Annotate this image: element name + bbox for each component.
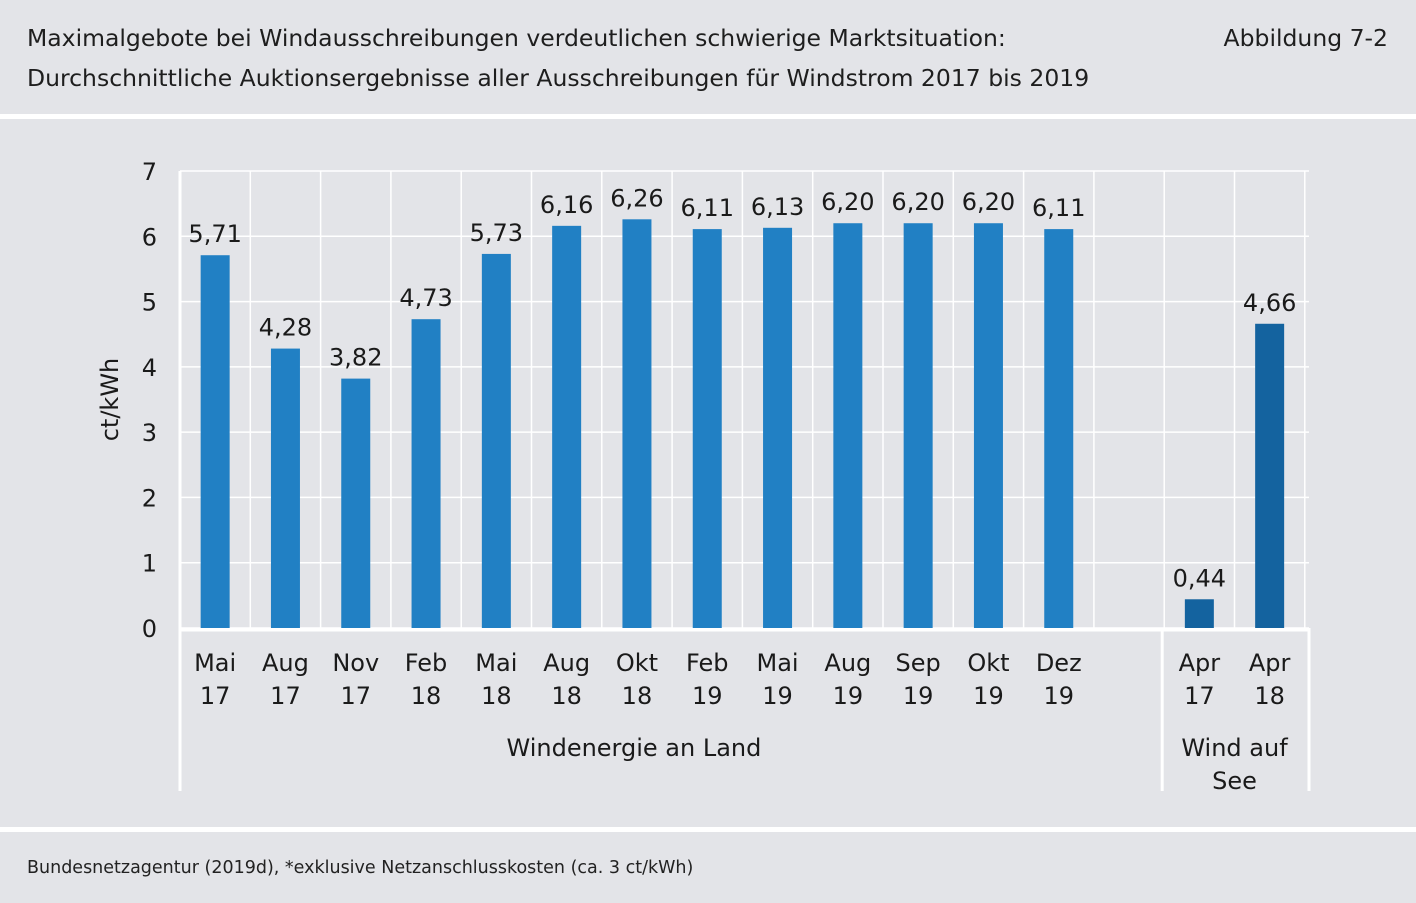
bar-value-label: 6,16 <box>540 191 593 219</box>
x-tick-label: 18 <box>411 682 442 710</box>
chart-area: 0 1 2 3 4 5 6 7 ct/kWh 5,71 Mai 17 4,28 Aug 17 3,82 Nov 1… <box>0 119 1416 827</box>
bar-value-label: 4,28 <box>259 314 312 342</box>
bar <box>973 223 1003 628</box>
x-tick-label: Mai <box>194 649 236 677</box>
x-tick-label: 19 <box>1043 682 1074 710</box>
x-tick-label: Feb <box>686 649 729 677</box>
bar <box>622 219 652 628</box>
x-tick-label: 18 <box>622 682 653 710</box>
bar-chart: 0 1 2 3 4 5 6 7 ct/kWh 5,71 Mai 17 4,28 Aug 17 3,82 Nov 1… <box>96 158 1311 795</box>
top-divider <box>0 114 1416 119</box>
bar <box>481 253 511 629</box>
bar-value-label: 4,66 <box>1243 289 1296 317</box>
bar-value-label: 0,44 <box>1173 564 1226 592</box>
bar <box>903 223 933 628</box>
x-tick-label: Aug <box>543 649 590 677</box>
x-tick-label: Okt <box>616 649 658 677</box>
x-tick-label: Okt <box>967 649 1009 677</box>
x-tick-label: Feb <box>405 649 448 677</box>
x-tick-label: 19 <box>973 682 1004 710</box>
x-tick-label: Mai <box>475 649 517 677</box>
bar-value-label: 6,20 <box>962 188 1015 216</box>
x-tick-label: Mai <box>757 649 799 677</box>
bar <box>763 227 793 628</box>
y-tick-label: 6 <box>142 223 157 251</box>
x-tick-label: Aug <box>824 649 871 677</box>
bar-value-label: 4,73 <box>399 284 452 312</box>
bar-value-label: 6,26 <box>610 184 663 212</box>
x-tick-label: Aug <box>262 649 309 677</box>
x-tick-label: Apr <box>1179 649 1221 677</box>
bottom-divider <box>0 827 1416 832</box>
y-tick-label: 3 <box>142 419 157 447</box>
source-note: Bundesnetzagentur (2019d), *exklusive Ne… <box>27 858 694 878</box>
x-tick-label: 19 <box>762 682 793 710</box>
x-tick-label: 17 <box>270 682 301 710</box>
y-tick-label: 1 <box>142 550 157 578</box>
x-tick-label: 18 <box>551 682 582 710</box>
bar-value-label: 5,73 <box>470 219 523 247</box>
x-tick-label: 19 <box>903 682 934 710</box>
bar <box>833 223 863 628</box>
bar-value-label: 6,13 <box>751 193 804 221</box>
y-axis-label: ct/kWh <box>96 358 124 442</box>
x-tick-label: Dez <box>1036 649 1082 677</box>
x-tick-label: 19 <box>833 682 864 710</box>
x-tick-label: 18 <box>481 682 512 710</box>
x-tick-label: 18 <box>1254 682 1285 710</box>
bar-value-label: 6,11 <box>681 194 734 222</box>
group-label: Wind auf <box>1181 734 1288 762</box>
chart-title: Maximalgebote bei Windausschreibungen ve… <box>27 24 1006 52</box>
bar-value-label: 6,20 <box>891 188 944 216</box>
bar-value-label: 6,20 <box>821 188 874 216</box>
y-tick-label: 7 <box>142 158 157 186</box>
y-tick-label: 0 <box>142 615 157 643</box>
bar <box>692 229 722 628</box>
group-label: See <box>1212 767 1257 795</box>
x-tick-label: 17 <box>340 682 371 710</box>
x-tick-label: Sep <box>896 649 941 677</box>
bar-value-label: 6,11 <box>1032 194 1085 222</box>
y-tick-label: 5 <box>142 289 157 317</box>
bar-value-label: 3,82 <box>329 344 382 372</box>
bar <box>1044 229 1074 628</box>
bar <box>200 255 230 628</box>
bar <box>1184 599 1214 628</box>
x-tick-label: 17 <box>200 682 231 710</box>
x-tick-label: Apr <box>1249 649 1291 677</box>
y-tick-label: 2 <box>142 484 157 512</box>
bar <box>341 378 371 628</box>
bar <box>270 348 300 628</box>
x-tick-label: 17 <box>1184 682 1215 710</box>
bar <box>552 225 582 628</box>
x-tick-label: Nov <box>332 649 379 677</box>
bar-value-label: 5,71 <box>188 220 241 248</box>
chart-subtitle: Durchschnittliche Auktionsergebnisse all… <box>27 64 1090 92</box>
bar <box>411 319 441 628</box>
x-tick-label: 19 <box>692 682 723 710</box>
title-band: Maximalgebote bei Windausschreibungen ve… <box>0 0 1416 114</box>
bar <box>1255 323 1285 628</box>
figure-label: Abbildung 7-2 <box>1223 24 1388 52</box>
group-label: Windenergie an Land <box>507 734 762 762</box>
y-tick-label: 4 <box>142 354 157 382</box>
